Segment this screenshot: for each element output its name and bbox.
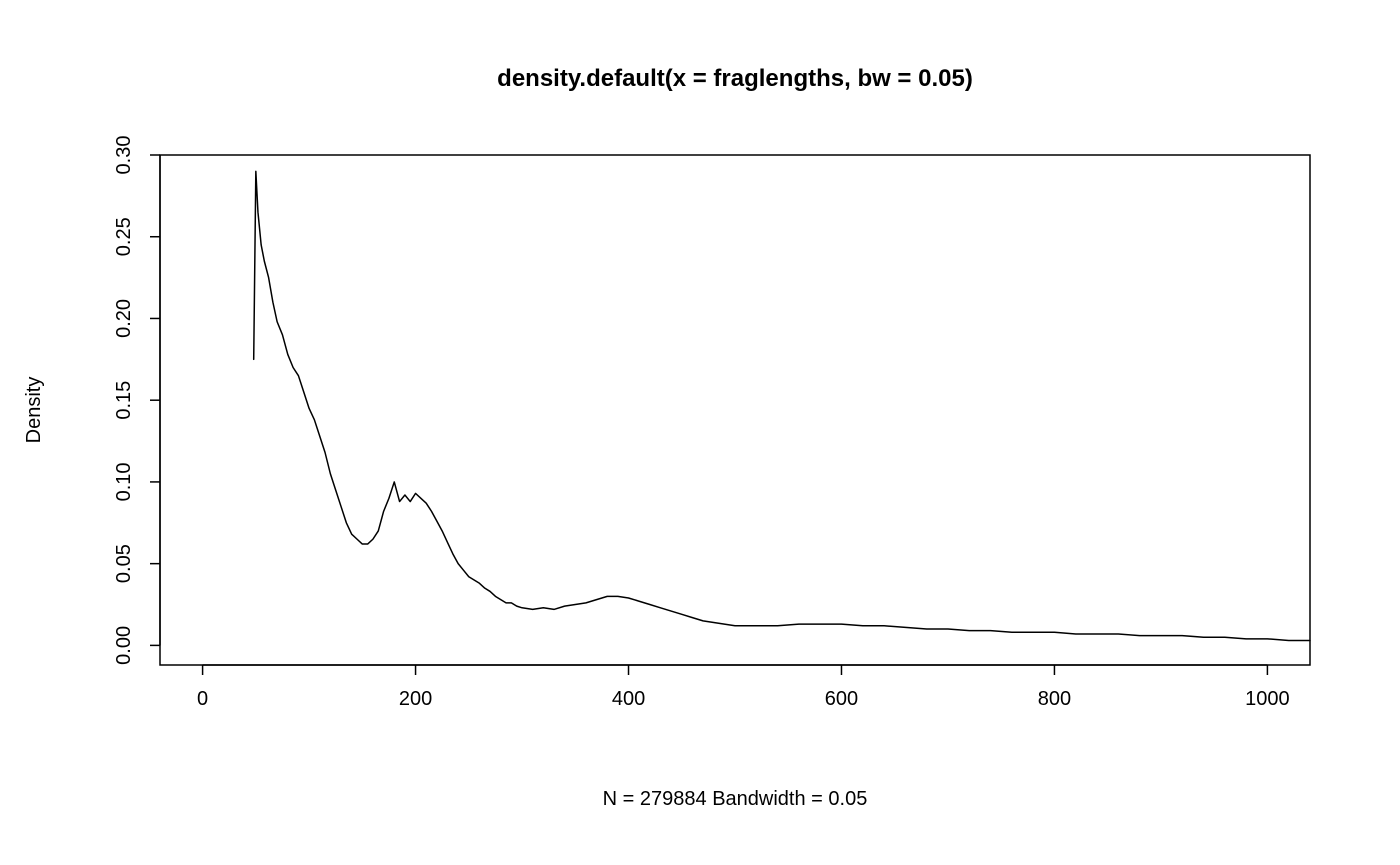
y-tick-label: 0.20 [113, 299, 135, 338]
x-tick-label: 800 [1038, 688, 1071, 710]
x-tick-label: 400 [612, 688, 645, 710]
chart-svg: density.default(x = fraglengths, bw = 0.… [0, 0, 1400, 865]
chart-title: density.default(x = fraglengths, bw = 0.… [497, 65, 973, 92]
y-tick-label: 0.25 [113, 217, 135, 256]
chart-subtitle: N = 279884 Bandwidth = 0.05 [603, 788, 868, 810]
x-tick-label: 600 [825, 688, 858, 710]
y-tick-label: 0.30 [113, 136, 135, 175]
plot-box [160, 155, 1310, 665]
y-tick-label: 0.10 [113, 462, 135, 501]
y-axis-label: Density [23, 377, 45, 444]
density-chart: density.default(x = fraglengths, bw = 0.… [0, 0, 1400, 865]
y-tick-label: 0.00 [113, 626, 135, 665]
x-axis-ticks: 0 200 400 600 800 1000 [197, 665, 1290, 710]
y-axis-ticks: 0.00 0.05 0.10 0.15 0.20 0.25 0.30 [113, 136, 160, 665]
x-tick-label: 200 [399, 688, 432, 710]
y-tick-label: 0.05 [113, 544, 135, 583]
density-line [254, 171, 1310, 640]
x-tick-label: 1000 [1245, 688, 1290, 710]
x-tick-label: 0 [197, 688, 208, 710]
y-tick-label: 0.15 [113, 381, 135, 420]
